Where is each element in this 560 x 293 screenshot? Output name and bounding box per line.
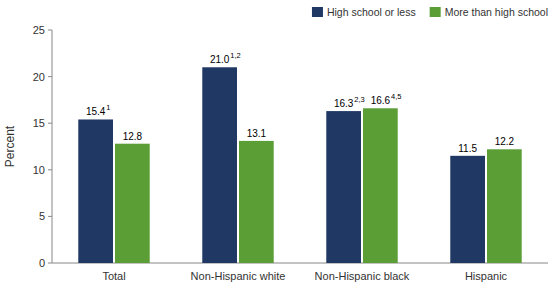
data-label: 16.6	[371, 95, 391, 106]
y-tick	[48, 216, 52, 217]
legend: High school or less More than high school	[312, 6, 548, 18]
y-tick	[48, 30, 52, 31]
legend-label: More than high school	[445, 6, 548, 18]
x-tick-label: Total	[102, 270, 125, 282]
y-tick-label: 20	[33, 71, 45, 83]
data-label: 12.2	[495, 136, 515, 147]
legend-swatch	[312, 7, 323, 17]
legend-item: More than high school	[430, 6, 548, 18]
bar	[487, 149, 522, 263]
data-label: 12.8	[123, 131, 143, 142]
y-axis-label: Percent	[3, 125, 17, 167]
chart: 0 5 10 15 20 25 Percent Total Non-Hispanic white…	[0, 0, 560, 293]
x-tick-label: Non-Hispanic white	[191, 270, 286, 282]
y-tick-label: 5	[39, 210, 45, 222]
data-label: 11.5	[458, 143, 477, 154]
data-label: 13.1	[247, 128, 267, 139]
bar	[326, 111, 361, 263]
note-superscript: 1	[106, 103, 110, 112]
note-superscript: 2,3	[354, 95, 364, 104]
bar	[363, 108, 398, 263]
bar	[78, 119, 113, 263]
y-tick	[48, 76, 52, 77]
y-tick	[48, 169, 52, 170]
note-superscript: 4,5	[391, 92, 401, 101]
legend-swatch	[430, 7, 441, 17]
y-tick-label: 10	[33, 164, 45, 176]
x-tick-label: Non-Hispanic black	[315, 270, 410, 282]
x-axis: Total Non-Hispanic white Non-Hispanic blac…	[52, 263, 548, 282]
y-tick	[48, 263, 52, 264]
bar	[115, 144, 150, 263]
x-tick-label: Hispanic	[465, 270, 508, 282]
y-tick-label: 0	[39, 257, 45, 269]
y-axis: 0 5 10 15 20 25	[33, 24, 52, 269]
bar	[239, 141, 274, 263]
y-tick	[48, 123, 52, 124]
y-axis-line	[52, 30, 53, 263]
bar	[450, 156, 485, 263]
y-tick-label: 25	[33, 24, 45, 36]
chart-container: 0 5 10 15 20 25 Percent Total Non-Hispanic white…	[0, 0, 560, 293]
bar	[202, 67, 237, 263]
legend-item: High school or less	[312, 6, 416, 18]
data-label: 15.4	[86, 106, 106, 117]
data-labels: 15.41 21.01,2 16.32,3 11.5 12.8 13.1 16.64,5 12…	[86, 51, 515, 154]
data-label: 21.0	[210, 54, 230, 65]
y-tick-label: 15	[33, 117, 45, 129]
bars	[78, 67, 521, 263]
data-label: 16.3	[334, 98, 354, 109]
note-superscript: 1,2	[230, 51, 240, 60]
legend-label: High school or less	[327, 6, 416, 18]
